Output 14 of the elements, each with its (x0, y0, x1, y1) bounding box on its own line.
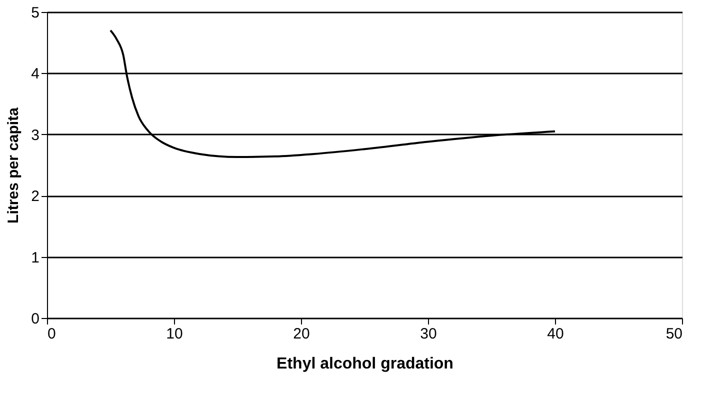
y-axis-title: Litres per capita (5, 106, 22, 224)
x-tick-label: 10 (166, 326, 183, 342)
y-tick-label: 4 (31, 66, 40, 83)
x-tick-label: 50 (666, 326, 682, 342)
x-axis-title: Ethyl alcohol gradation (276, 356, 454, 372)
y-tick-label: 5 (31, 4, 40, 22)
y-tick-label: 3 (31, 126, 40, 144)
x-tick-label: 30 (420, 326, 437, 342)
x-tick-label: 20 (293, 326, 310, 342)
y-tick-label: 0 (31, 310, 40, 328)
x-tick-label: 0 (48, 326, 56, 342)
x-tick-label: 40 (547, 326, 564, 342)
y-tick-label: 2 (31, 188, 40, 206)
y-tick-label: 1 (31, 249, 40, 266)
